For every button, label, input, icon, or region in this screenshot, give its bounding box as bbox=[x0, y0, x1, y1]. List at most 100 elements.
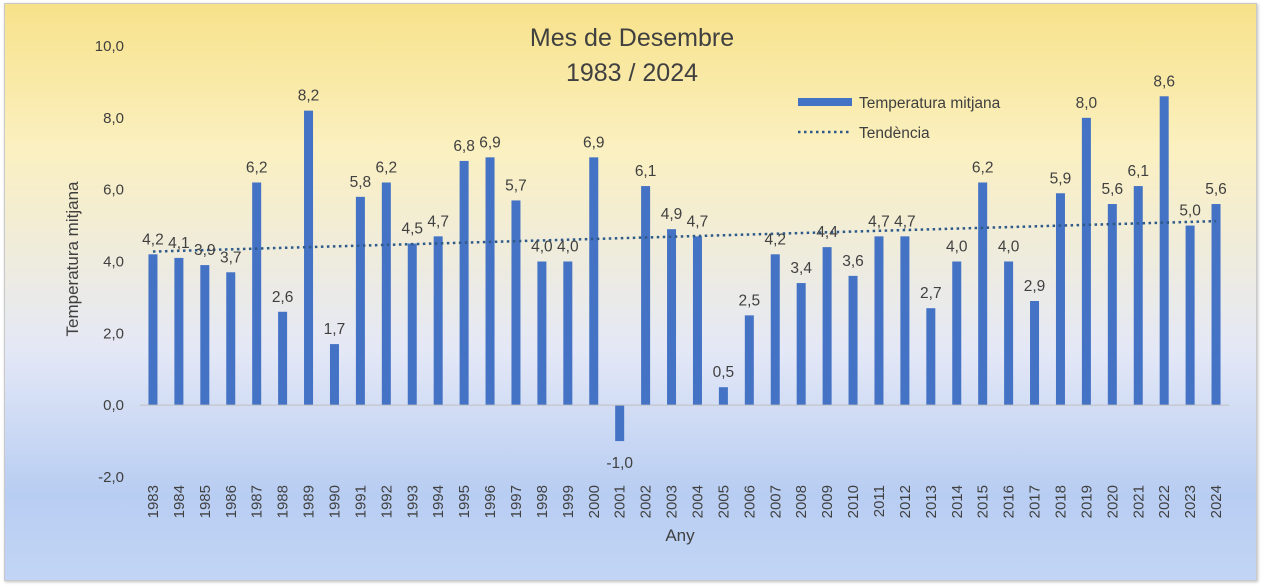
y-tick-label: 0,0 bbox=[103, 397, 124, 414]
bar bbox=[226, 272, 236, 406]
x-tick-label: 2003 bbox=[664, 485, 681, 518]
x-tick-label: 2023 bbox=[1182, 485, 1199, 518]
y-tick-label: 4,0 bbox=[103, 254, 124, 271]
bar bbox=[381, 182, 391, 406]
y-tick-label: 10,0 bbox=[95, 38, 124, 55]
legend-label-trend: Tendència bbox=[859, 125, 930, 142]
data-label: 4,7 bbox=[868, 213, 890, 230]
bar bbox=[667, 229, 677, 406]
x-tick-label: 2020 bbox=[1104, 485, 1121, 518]
data-label: 4,4 bbox=[816, 224, 838, 241]
data-label: 5,7 bbox=[505, 177, 527, 194]
x-tick-label: 2018 bbox=[1052, 485, 1069, 518]
bar bbox=[485, 157, 495, 406]
x-tick-label: 1985 bbox=[197, 485, 214, 518]
bar bbox=[329, 344, 339, 406]
data-label: 3,4 bbox=[790, 260, 812, 277]
data-label: 6,2 bbox=[246, 159, 268, 176]
data-label: 8,2 bbox=[298, 88, 320, 105]
y-axis-ticks: 10,0 8,0 6,0 4,0 2,0 0,0 -2,0 bbox=[95, 38, 124, 486]
data-label: 4,5 bbox=[401, 221, 423, 238]
bar bbox=[355, 196, 365, 406]
data-label: 2,5 bbox=[739, 292, 761, 309]
legend-label-bar: Temperatura mitjana bbox=[859, 95, 1001, 112]
x-tick-label: 2000 bbox=[586, 485, 603, 518]
data-label: 8,6 bbox=[1153, 73, 1175, 90]
x-tick-label: 2022 bbox=[1156, 485, 1173, 518]
x-tick-label: 2002 bbox=[638, 485, 655, 518]
data-label: 4,1 bbox=[168, 235, 190, 252]
bar bbox=[952, 261, 962, 406]
bar bbox=[433, 236, 443, 406]
bar bbox=[900, 236, 910, 406]
x-tick-label: 1992 bbox=[378, 485, 395, 518]
x-tick-label: 2006 bbox=[741, 485, 758, 518]
bar bbox=[641, 186, 651, 406]
bar bbox=[874, 236, 884, 406]
x-tick-label: 1999 bbox=[560, 485, 577, 518]
bar bbox=[252, 182, 262, 406]
bar bbox=[304, 110, 314, 406]
data-label: 6,2 bbox=[376, 159, 398, 176]
bar bbox=[1133, 186, 1143, 406]
data-label: 6,9 bbox=[479, 134, 501, 151]
bar bbox=[744, 315, 754, 406]
x-tick-label: 2024 bbox=[1208, 485, 1225, 518]
x-tick-label: 2014 bbox=[949, 485, 966, 518]
data-label: 4,0 bbox=[531, 239, 553, 256]
bar bbox=[615, 405, 625, 442]
data-label: 6,2 bbox=[972, 159, 994, 176]
bar bbox=[459, 160, 469, 406]
x-tick-label: 2001 bbox=[612, 485, 629, 518]
x-tick-label: 2013 bbox=[923, 485, 940, 518]
x-tick-label: 2007 bbox=[767, 485, 784, 518]
y-tick-label: -2,0 bbox=[98, 469, 124, 486]
bar bbox=[537, 261, 547, 406]
x-tick-label: 1984 bbox=[171, 485, 188, 518]
x-tick-label: 1983 bbox=[145, 485, 162, 518]
x-tick-label: 1997 bbox=[508, 485, 525, 518]
bar-series bbox=[148, 96, 1221, 442]
data-label: 1,7 bbox=[324, 321, 346, 338]
bar bbox=[589, 157, 599, 406]
bar bbox=[1004, 261, 1014, 406]
legend-swatch-bar bbox=[798, 98, 852, 106]
x-tick-label: 2021 bbox=[1130, 485, 1147, 518]
x-tick-label: 1989 bbox=[301, 485, 318, 518]
x-tick-label: 1987 bbox=[249, 485, 266, 518]
bar bbox=[407, 243, 417, 406]
data-label: 3,9 bbox=[194, 242, 216, 259]
x-tick-label: 1995 bbox=[456, 485, 473, 518]
bar bbox=[200, 265, 210, 406]
y-tick-label: 2,0 bbox=[103, 325, 124, 342]
data-label: -1,0 bbox=[606, 455, 633, 472]
data-label: 5,8 bbox=[350, 174, 372, 191]
data-label: 5,0 bbox=[1179, 203, 1201, 220]
x-tick-label: 1991 bbox=[352, 485, 369, 518]
bar bbox=[1185, 225, 1195, 406]
bar bbox=[1159, 96, 1169, 406]
bar bbox=[848, 275, 858, 406]
data-label: 4,2 bbox=[142, 231, 164, 248]
x-axis-title: Any bbox=[665, 526, 695, 545]
x-tick-label: 2009 bbox=[819, 485, 836, 518]
data-label: 4,9 bbox=[661, 206, 683, 223]
chart-title: Mes de Desembre bbox=[530, 24, 734, 52]
data-label: 8,0 bbox=[1076, 95, 1098, 112]
bar bbox=[1030, 301, 1040, 406]
bar bbox=[511, 200, 521, 406]
bar bbox=[926, 308, 936, 406]
bar bbox=[978, 182, 988, 406]
data-label: 4,7 bbox=[687, 213, 709, 230]
data-label: 4,7 bbox=[894, 213, 916, 230]
bar bbox=[1055, 193, 1065, 406]
bar bbox=[563, 261, 573, 406]
x-tick-label: 1994 bbox=[430, 485, 447, 518]
data-label: 2,6 bbox=[272, 289, 294, 306]
x-tick-label: 2015 bbox=[975, 485, 992, 518]
data-label: 6,8 bbox=[453, 138, 475, 155]
bar bbox=[148, 254, 158, 406]
x-tick-label: 2005 bbox=[715, 485, 732, 518]
bar bbox=[1211, 204, 1221, 406]
